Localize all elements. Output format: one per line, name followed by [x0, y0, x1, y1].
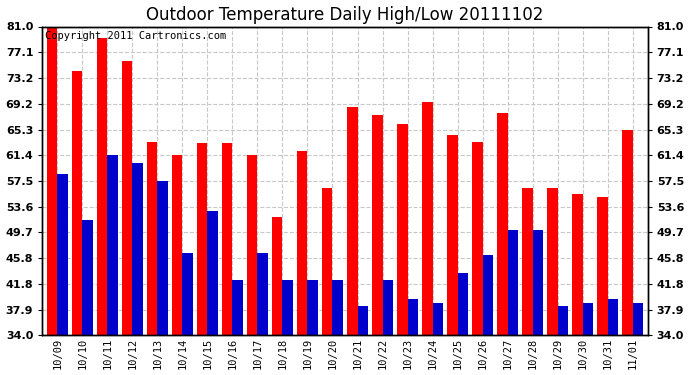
Bar [447, 135, 457, 335]
Bar [382, 279, 393, 335]
Bar [582, 303, 593, 335]
Bar [482, 255, 493, 335]
Bar [282, 279, 293, 335]
Bar [82, 220, 93, 335]
Bar [122, 61, 132, 335]
Bar [172, 154, 182, 335]
Bar [597, 197, 608, 335]
Bar [182, 253, 193, 335]
Bar [508, 230, 518, 335]
Title: Outdoor Temperature Daily High/Low 20111102: Outdoor Temperature Daily High/Low 20111… [146, 6, 544, 24]
Bar [572, 194, 582, 335]
Text: Copyright 2011 Cartronics.com: Copyright 2011 Cartronics.com [46, 31, 226, 41]
Bar [247, 154, 257, 335]
Bar [547, 188, 558, 335]
Bar [322, 188, 333, 335]
Bar [297, 152, 308, 335]
Bar [57, 174, 68, 335]
Bar [157, 181, 168, 335]
Bar [372, 115, 382, 335]
Bar [522, 188, 533, 335]
Bar [347, 106, 357, 335]
Bar [422, 102, 433, 335]
Bar [533, 230, 543, 335]
Bar [97, 38, 108, 335]
Bar [108, 154, 118, 335]
Bar [622, 130, 633, 335]
Bar [472, 141, 482, 335]
Bar [147, 141, 157, 335]
Bar [408, 299, 418, 335]
Bar [357, 306, 368, 335]
Bar [47, 27, 57, 335]
Bar [308, 279, 318, 335]
Bar [222, 144, 233, 335]
Bar [433, 303, 443, 335]
Bar [208, 210, 218, 335]
Bar [132, 163, 143, 335]
Bar [397, 124, 408, 335]
Bar [272, 217, 282, 335]
Bar [333, 279, 343, 335]
Bar [633, 303, 643, 335]
Bar [558, 306, 568, 335]
Bar [233, 279, 243, 335]
Bar [257, 253, 268, 335]
Bar [457, 273, 468, 335]
Bar [72, 70, 82, 335]
Bar [497, 113, 508, 335]
Bar [197, 144, 208, 335]
Bar [608, 299, 618, 335]
